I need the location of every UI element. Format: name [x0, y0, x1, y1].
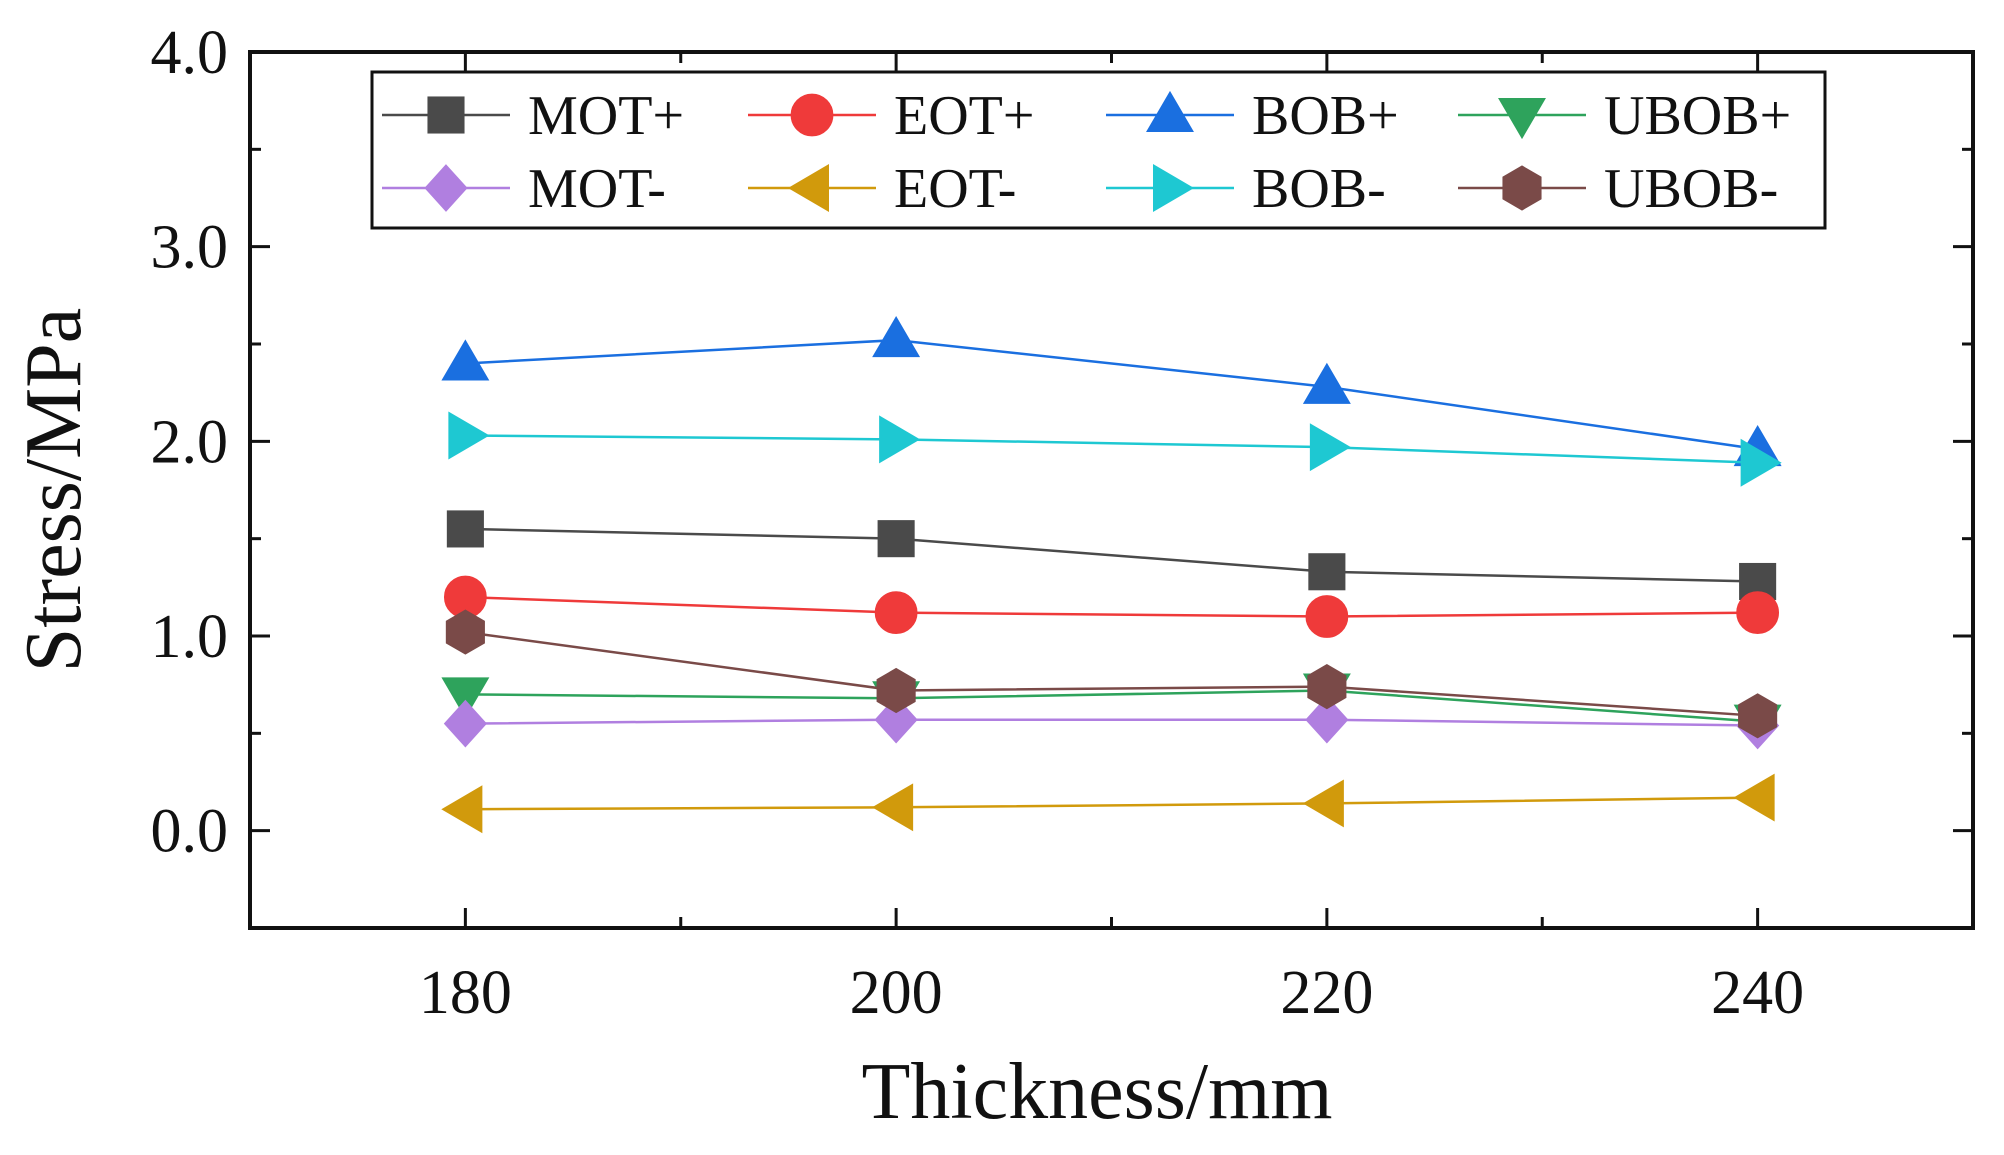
data-point-eot-plus [874, 591, 918, 635]
x-axis-title: Thickness/mm [861, 1048, 1332, 1136]
data-point-mot-minus [1305, 695, 1349, 744]
legend-item-ubob-plus: UBOB+ [1458, 85, 1791, 147]
data-point-eot-plus [1736, 591, 1780, 635]
series-ubob-minus [445, 609, 1778, 739]
legend-marker-mot-plus [427, 96, 465, 134]
legend-label-ubob-minus: UBOB- [1604, 158, 1778, 220]
data-point-ubob-plus [441, 677, 490, 719]
series-line-ubob-minus [465, 630, 1758, 718]
data-point-eot-plus [1305, 595, 1349, 638]
legend-label-mot-plus: MOT+ [528, 85, 684, 147]
series-line-mot-plus [465, 527, 1758, 583]
x-tick-label: 240 [1711, 959, 1804, 1027]
data-point-ubob-minus [1307, 664, 1347, 710]
y-tick-label: 0.0 [151, 798, 229, 866]
legend-label-bob-minus: BOB- [1252, 158, 1386, 220]
data-point-eot-minus [441, 785, 483, 834]
data-point-ubob-minus [876, 667, 916, 714]
data-point-bob-plus [872, 316, 921, 358]
y-axis-title: Stress/MPa [10, 308, 98, 673]
series-line-ubob-plus [465, 689, 1758, 723]
y-tick-label: 4.0 [151, 19, 229, 87]
y-tick-label: 3.0 [151, 214, 229, 282]
legend-label-mot-minus: MOT- [528, 158, 666, 220]
legend-item-mot-plus: MOT+ [382, 85, 684, 147]
x-tick-label: 180 [419, 959, 512, 1027]
data-point-bob-minus [1740, 438, 1782, 487]
data-point-mot-plus [1308, 553, 1346, 591]
series-layer [441, 316, 1782, 834]
legend-item-bob-plus: BOB+ [1106, 85, 1399, 147]
legend-marker-bob-minus [1153, 164, 1195, 212]
data-point-bob-plus [1302, 362, 1351, 404]
legend-label-eot-minus: EOT- [894, 158, 1016, 220]
legend-item-eot-plus: EOT+ [748, 85, 1034, 147]
data-point-bob-minus [879, 415, 921, 464]
data-point-bob-plus [441, 339, 490, 381]
data-point-bob-minus [1309, 423, 1351, 472]
data-point-eot-minus [1733, 773, 1775, 822]
x-tick-label: 200 [850, 959, 943, 1027]
series-line-eot-plus [465, 595, 1758, 618]
data-point-eot-minus [872, 783, 914, 832]
legend-marker-bob-plus [1146, 90, 1194, 132]
legend-item-bob-minus: BOB- [1106, 158, 1386, 220]
legend-label-eot-plus: EOT+ [894, 85, 1034, 147]
series-line-eot-minus [465, 796, 1758, 811]
series-bob-minus [448, 411, 1782, 487]
data-point-bob-minus [448, 411, 490, 460]
data-point-ubob-minus [445, 609, 485, 655]
data-point-mot-plus [446, 510, 484, 548]
data-point-eot-minus [1302, 779, 1344, 828]
legend-item-eot-minus: EOT- [748, 158, 1016, 220]
data-point-mot-plus [877, 520, 915, 558]
tick-label-layer: 180 200 220 240 0.0 1.0 2.0 3.0 4.0 [151, 19, 1805, 1027]
series-mot-plus [446, 510, 1777, 601]
series-line-bob-minus [465, 434, 1758, 464]
legend-box [370, 70, 1827, 230]
legend-item-ubob-minus: UBOB- [1458, 158, 1778, 220]
legend: MOT+ EOT+ BOB+ UBOB+ MOT- EOT- BOB- UBOB- [370, 70, 1827, 230]
x-tick-label: 220 [1280, 959, 1373, 1027]
y-tick-label: 1.0 [151, 603, 229, 671]
legend-marker-eot-plus [790, 93, 834, 137]
legend-marker-eot-minus [787, 164, 829, 212]
legend-label-bob-plus: BOB+ [1252, 85, 1399, 147]
legend-item-mot-minus: MOT- [382, 158, 666, 220]
series-eot-plus [443, 575, 1780, 638]
legend-label-ubob-plus: UBOB+ [1604, 85, 1791, 147]
series-ubob-plus [441, 673, 1782, 746]
legend-marker-ubob-plus [1498, 98, 1546, 140]
y-tick-label: 2.0 [151, 408, 229, 476]
legend-marker-mot-minus [424, 164, 468, 212]
series-line-bob-plus [465, 338, 1758, 451]
data-point-mot-minus [874, 695, 918, 744]
series-line-mot-minus [465, 718, 1758, 727]
legend-marker-ubob-minus [1502, 165, 1542, 211]
series-eot-minus [441, 773, 1775, 834]
data-point-mot-minus [443, 699, 487, 748]
data-point-ubob-minus [1738, 693, 1778, 739]
ticks-layer [250, 50, 1973, 930]
